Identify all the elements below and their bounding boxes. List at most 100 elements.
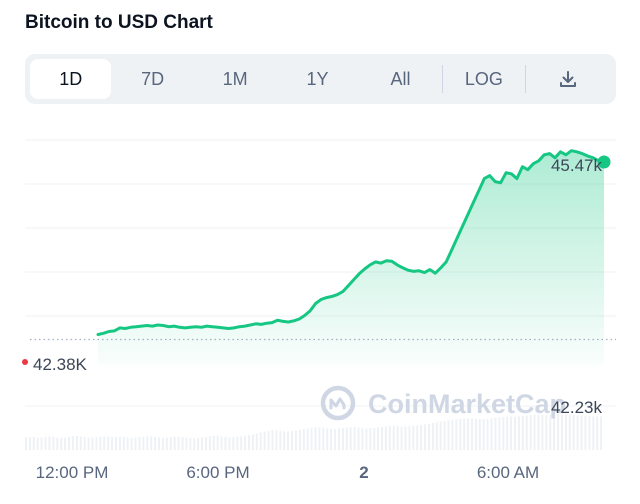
volume-bar [502, 417, 505, 450]
volume-bar [549, 414, 552, 450]
volume-bar [169, 437, 172, 450]
volume-bar [232, 437, 235, 450]
volume-bar [150, 436, 153, 450]
volume-bar [40, 437, 43, 450]
volume-bar [224, 436, 227, 450]
volume-bar [510, 416, 513, 450]
volume-bar [79, 436, 82, 450]
x-tick-label: 2 [359, 463, 368, 482]
volume-bar [95, 437, 98, 450]
volume-bar [71, 436, 74, 450]
volume-bar [514, 416, 516, 450]
volume-bar [91, 437, 94, 450]
volume-bar [529, 415, 532, 450]
volume-bar [353, 427, 356, 450]
volume-bar [322, 427, 325, 450]
volume-bar [271, 430, 274, 450]
volume-bar [533, 414, 536, 450]
volume-bar [44, 436, 47, 450]
volume-bar [459, 418, 462, 450]
volume-bar [87, 437, 90, 450]
volume-bar [439, 421, 442, 450]
volume-bar [197, 437, 200, 450]
volume-bar [165, 437, 168, 450]
volume-bar [158, 437, 160, 450]
volume-bar [60, 438, 63, 450]
volume-bar [107, 436, 110, 450]
tab-7d[interactable]: 7D [141, 68, 165, 89]
volume-bar [561, 414, 563, 450]
x-tick-label: 6:00 PM [186, 463, 249, 482]
volume-bar [525, 415, 528, 450]
volume-bar [259, 432, 262, 450]
volume-bar [161, 437, 164, 450]
log-scale-button[interactable]: LOG [464, 68, 503, 89]
volume-bar [537, 414, 540, 450]
volume-bar [154, 436, 157, 450]
volume-bar [345, 427, 348, 450]
volume-bar [435, 422, 438, 450]
tab-1d[interactable]: 1D [30, 59, 112, 99]
tab-all[interactable]: All [390, 68, 411, 89]
volume-bar [28, 436, 31, 450]
volume-bar [349, 427, 352, 450]
high-price-label: 45.47k [551, 156, 603, 175]
volume-bar [122, 436, 125, 450]
volume-bar [138, 437, 141, 450]
volume-bar [306, 428, 309, 450]
volume-bar [201, 437, 203, 450]
tab-1y[interactable]: 1Y [306, 68, 329, 89]
volume-bar [111, 437, 114, 450]
tab-1m[interactable]: 1M [222, 68, 248, 89]
volume-bar [248, 435, 250, 450]
volume-bar [377, 427, 380, 450]
volume-bar [318, 427, 321, 450]
volume-bar [75, 435, 78, 450]
volume-bar [283, 431, 286, 450]
volume-bar [310, 427, 313, 450]
volume-bar [36, 437, 39, 450]
volume-bar [365, 428, 368, 450]
volume-bar [396, 426, 399, 450]
x-tick-label: 6:00 AM [477, 463, 539, 482]
toolbar-divider [524, 65, 526, 93]
volume-bar [416, 425, 419, 450]
volume-bar [424, 424, 426, 450]
volume-bar [600, 416, 603, 450]
volume-bar [588, 416, 591, 450]
volume-bar [338, 428, 340, 450]
volume-bar [134, 437, 137, 450]
volume-bar [506, 416, 509, 450]
volume-bar [181, 437, 184, 450]
volume-bar [255, 433, 258, 450]
volume-bar [498, 417, 501, 450]
volume-bar [408, 426, 411, 450]
volume-bar [185, 437, 188, 450]
volume-bar [32, 436, 35, 450]
volume-bars [25, 413, 603, 450]
volume-bar [412, 425, 415, 450]
watermark: CoinMarketCap [320, 385, 566, 421]
volume-bar [428, 423, 430, 450]
volume-bar [205, 436, 207, 450]
volume-bar [228, 437, 231, 450]
volume-bar [463, 418, 466, 450]
volume-bar [302, 429, 305, 450]
volume-bar [263, 431, 266, 450]
volume-bar [56, 437, 59, 450]
last-price-dot [597, 155, 611, 169]
price-chart[interactable]: CoinMarketCap 42.38K 45.47k 42.23k 12:00… [0, 120, 640, 504]
volume-bar [431, 423, 434, 450]
volume-bar [517, 416, 520, 450]
volume-bar [580, 415, 583, 450]
volume-bar [490, 418, 493, 450]
volume-bar [83, 437, 86, 450]
coinmarketcap-logo-icon [320, 385, 356, 421]
volume-bar [384, 426, 387, 450]
toolbar-divider [442, 65, 444, 93]
volume-bar [326, 428, 329, 450]
volume-bar [291, 431, 293, 450]
range-toolbar: 1D 7D 1M 1Y All LOG [25, 54, 616, 104]
volume-bar [478, 419, 481, 450]
download-button[interactable] [526, 59, 611, 99]
